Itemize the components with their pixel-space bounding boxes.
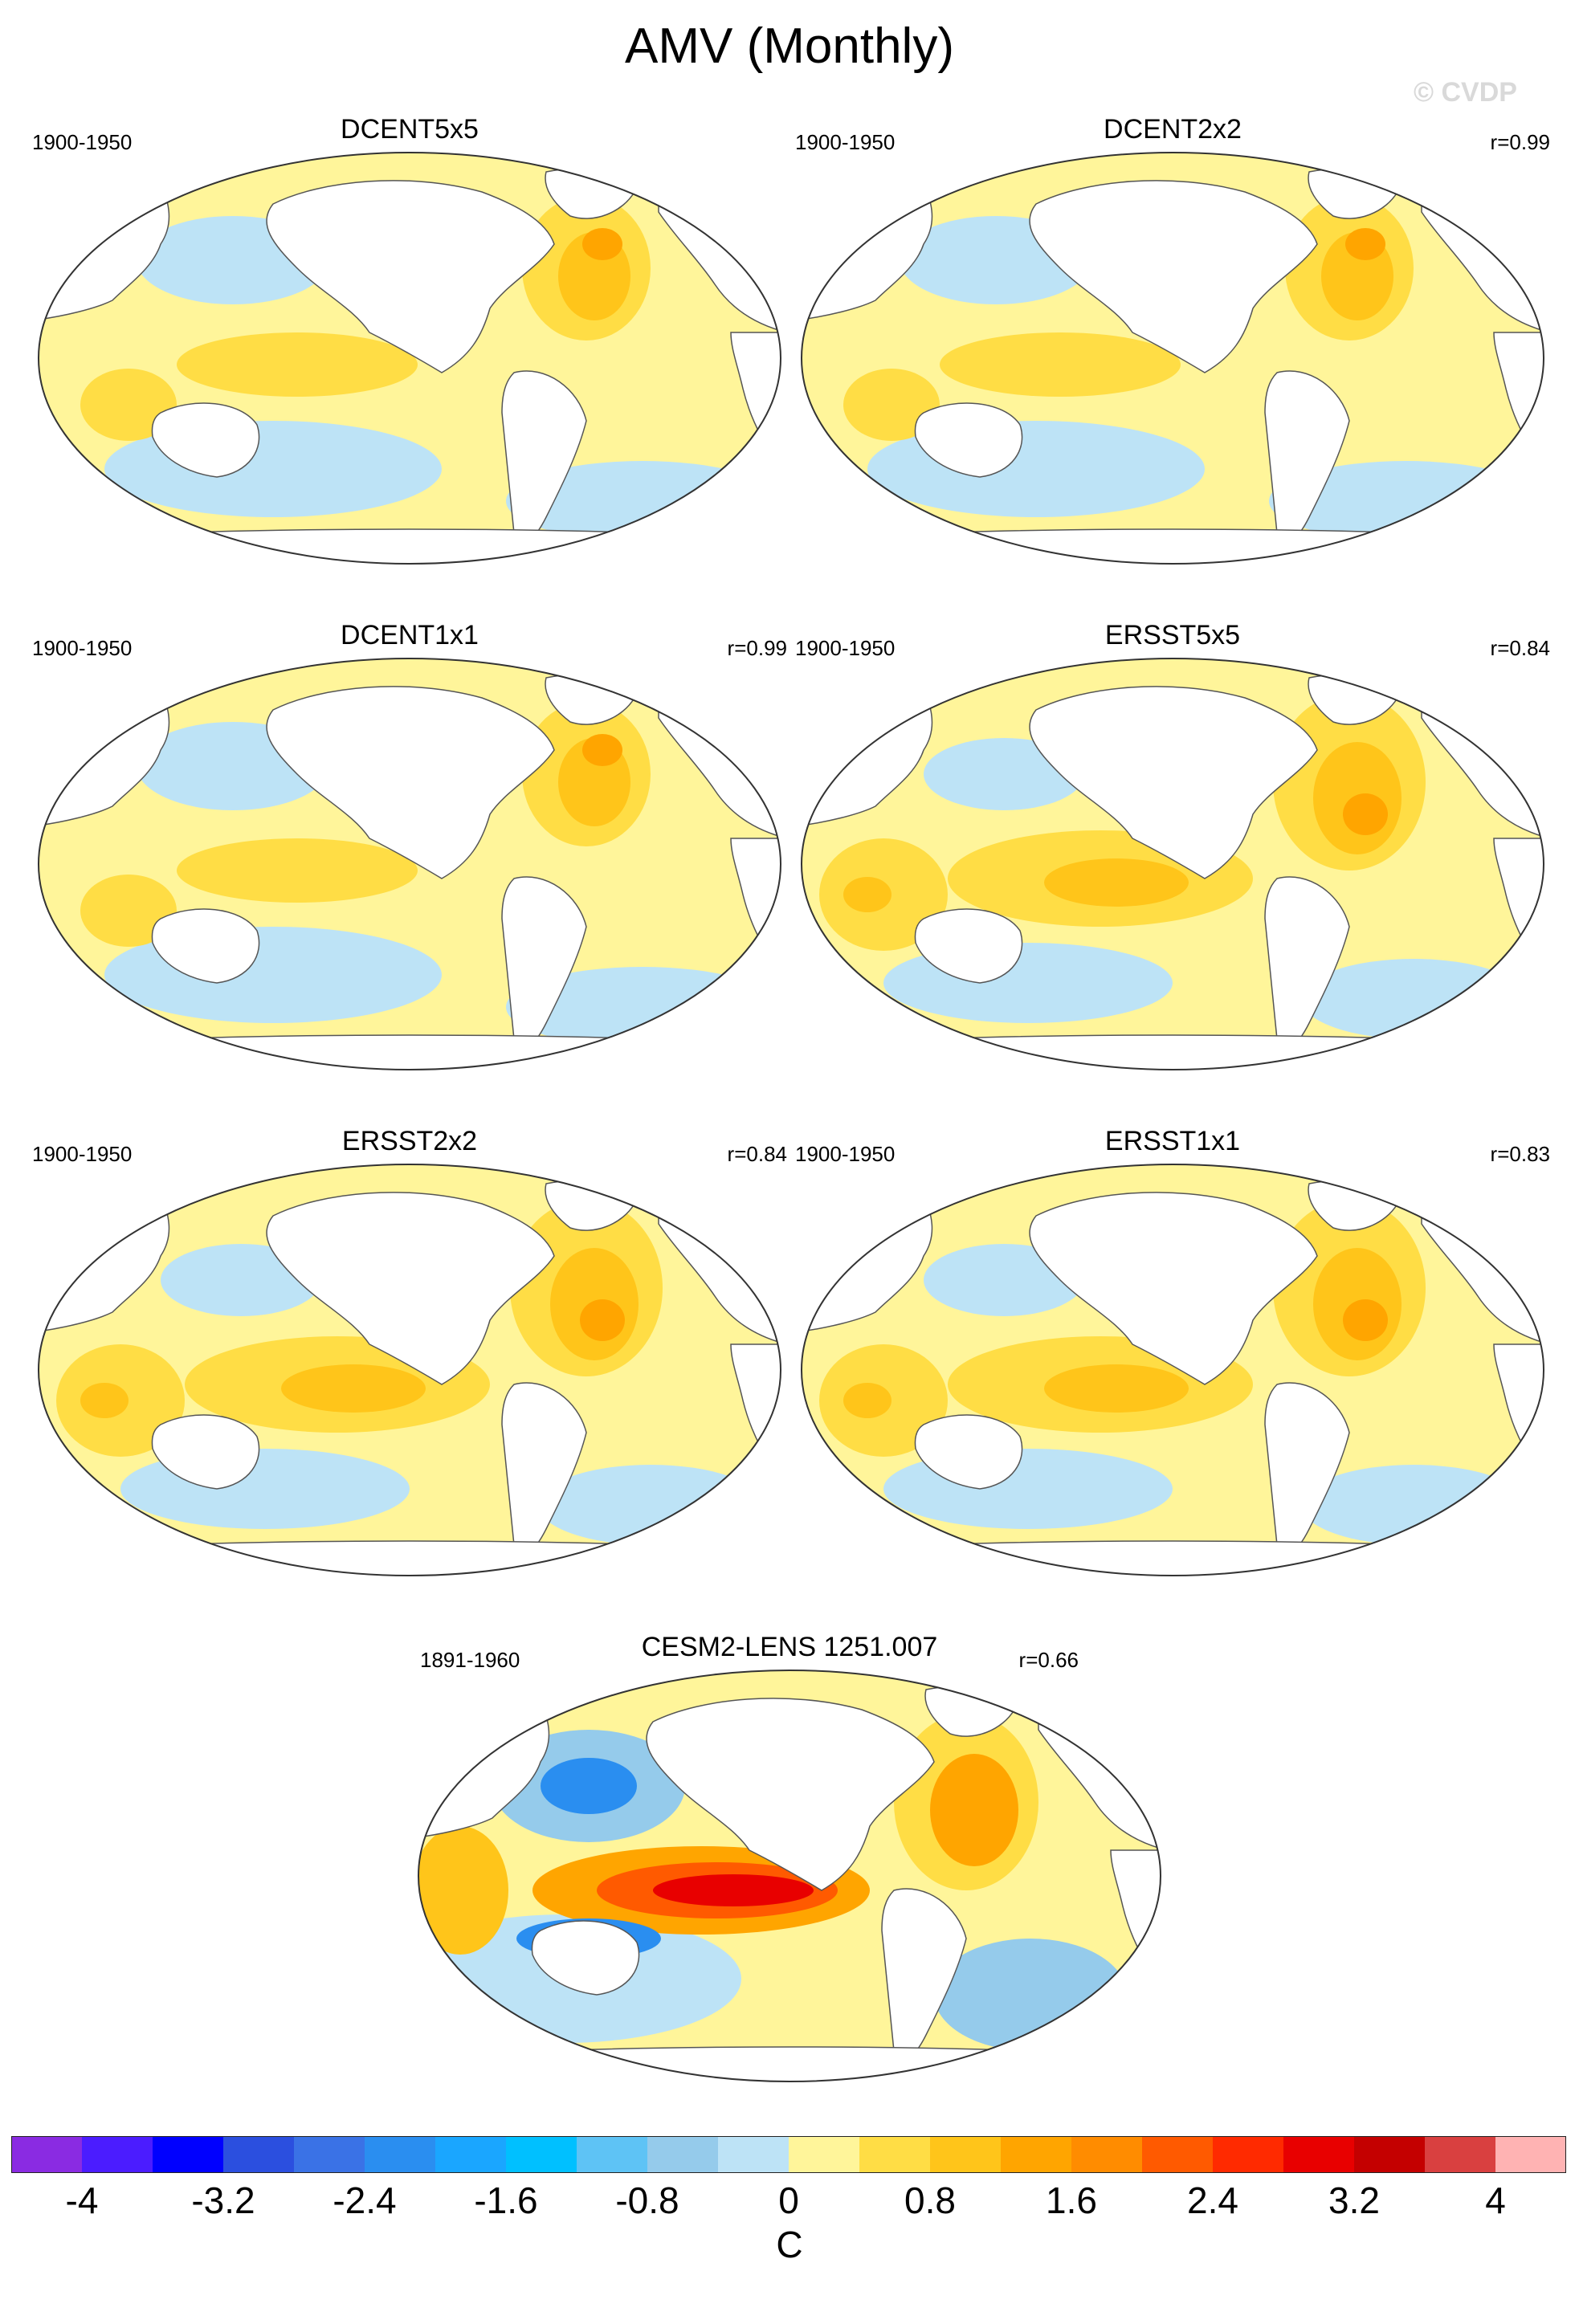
panel-correlation: r=0.99	[727, 636, 787, 660]
colorbar-swatch	[365, 2136, 436, 2173]
colorbar-swatch	[1283, 2136, 1355, 2173]
map-panel-dcent1x1: DCENT1x1 1900-1950 r=0.99	[32, 620, 787, 1076]
world-map-dcent5x5	[32, 148, 787, 569]
colorbar-swatch	[11, 2136, 83, 2173]
colorbar-tick-label: 2.4	[1187, 2179, 1238, 2221]
panel-correlation: r=0.84	[727, 1142, 787, 1166]
colorbar-swatch	[1425, 2136, 1496, 2173]
map-panel-ersst5x5: ERSST5x5 1900-1950 r=0.84	[795, 620, 1550, 1076]
colorbar-tick-label: -3.2	[191, 2179, 255, 2221]
watermark-text: © CVDP	[1414, 77, 1517, 108]
colorbar-tick-label: -0.8	[615, 2179, 679, 2221]
panel-title: ERSST2x2	[341, 1126, 478, 1156]
panel-period: 1900-1950	[32, 636, 133, 660]
panel-period: 1900-1950	[32, 1142, 133, 1166]
panel-title: DCENT1x1	[341, 620, 479, 650]
colorbar-swatch	[223, 2136, 295, 2173]
colorbar-tick-label: 0	[778, 2179, 799, 2221]
colorbar-swatch	[577, 2136, 648, 2173]
panel-period: 1900-1950	[795, 636, 896, 660]
panel-correlation: r=0.84	[1490, 636, 1550, 660]
colorbar-unit-label: C	[776, 2224, 803, 2265]
panel-correlation: r=0.66	[1018, 1648, 1079, 1672]
colorbar-swatch	[506, 2136, 577, 2173]
colorbar-swatch	[789, 2136, 860, 2173]
colorbar	[11, 2136, 1566, 2173]
map-panel-cesm2-lens: CESM2-LENS 1251.007 1891-1960 r=0.66	[412, 1632, 1167, 2088]
colorbar-swatch	[153, 2136, 224, 2173]
colorbar-swatch	[930, 2136, 1002, 2173]
panel-period: 1900-1950	[795, 1142, 896, 1166]
world-map-cesm2-lens	[412, 1666, 1167, 2087]
colorbar-swatch	[1495, 2136, 1566, 2173]
colorbar-swatch	[859, 2136, 931, 2173]
panel-title: ERSST5x5	[1104, 620, 1241, 650]
colorbar-tick-label: -4	[65, 2179, 99, 2221]
panel-title: DCENT2x2	[1104, 114, 1242, 145]
colorbar-swatch	[435, 2136, 507, 2173]
colorbar-swatch	[1142, 2136, 1214, 2173]
panel-title: DCENT5x5	[341, 114, 479, 145]
colorbar-tick-label: 4	[1485, 2179, 1506, 2221]
colorbar-border	[11, 2136, 1566, 2173]
colorbar-tick-label: -1.6	[474, 2179, 538, 2221]
panel-period: 1900-1950	[795, 130, 896, 154]
map-panel-dcent5x5: DCENT5x5 1900-1950	[32, 114, 787, 570]
panel-period: 1900-1950	[32, 130, 133, 154]
colorbar-swatch	[647, 2136, 719, 2173]
world-map-dcent2x2	[795, 148, 1550, 569]
colorbar-swatch	[718, 2136, 790, 2173]
panel-correlation: r=0.83	[1490, 1142, 1550, 1166]
colorbar-swatch	[294, 2136, 365, 2173]
panel-title: CESM2-LENS 1251.007	[641, 1632, 938, 1662]
colorbar-swatch	[1001, 2136, 1072, 2173]
colorbar-tick-label: 0.8	[904, 2179, 956, 2221]
map-panel-ersst1x1: ERSST1x1 1900-1950 r=0.83	[795, 1126, 1550, 1582]
world-map-ersst1x1	[795, 1160, 1550, 1581]
panel-title: ERSST1x1	[1104, 1126, 1241, 1156]
map-panel-dcent2x2: DCENT2x2 1900-1950 r=0.99	[795, 114, 1550, 570]
colorbar-tick-label: -2.4	[333, 2179, 397, 2221]
colorbar-swatch	[82, 2136, 153, 2173]
panel-period: 1891-1960	[420, 1648, 520, 1672]
world-map-ersst2x2	[32, 1160, 787, 1581]
colorbar-swatch	[1071, 2136, 1143, 2173]
map-panel-ersst2x2: ERSST2x2 1900-1950 r=0.84	[32, 1126, 787, 1582]
colorbar-tick-label: 1.6	[1046, 2179, 1097, 2221]
figure-title: AMV (Monthly)	[625, 18, 954, 74]
colorbar-swatch	[1213, 2136, 1284, 2173]
world-map-dcent1x1	[32, 654, 787, 1075]
world-map-ersst5x5	[795, 654, 1550, 1075]
colorbar-swatch	[1354, 2136, 1426, 2173]
panel-correlation: r=0.99	[1490, 130, 1550, 154]
colorbar-tick-label: 3.2	[1328, 2179, 1380, 2221]
